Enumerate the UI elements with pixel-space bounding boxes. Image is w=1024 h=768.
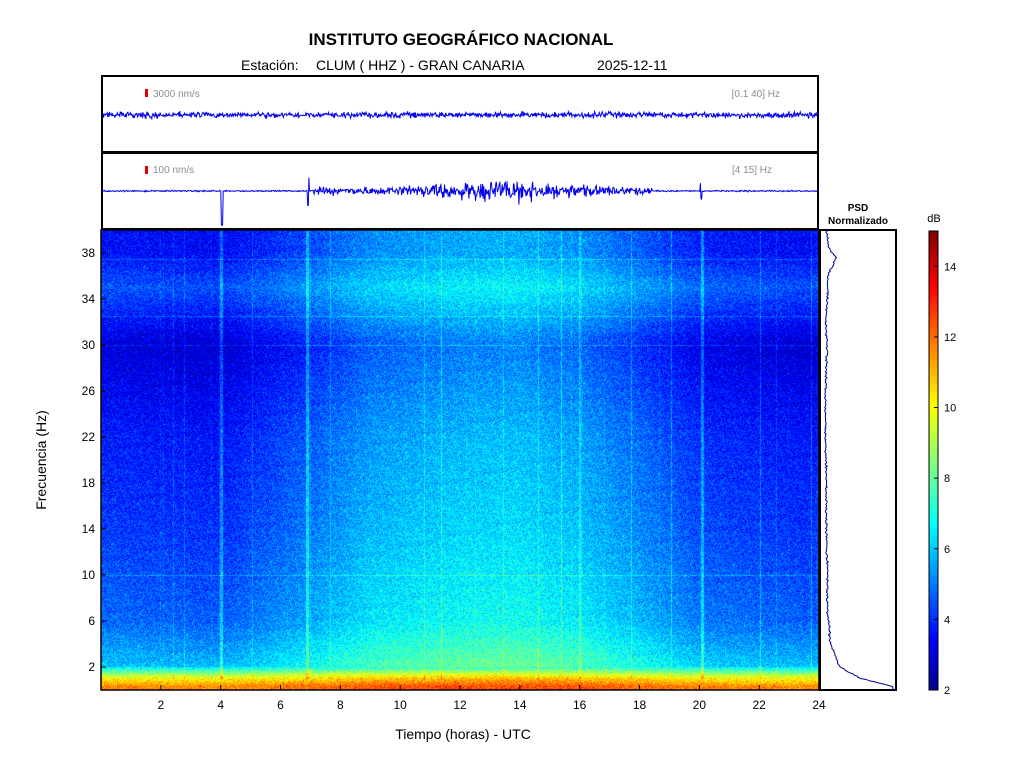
chart-title: INSTITUTO GEOGRÁFICO NACIONAL [309,30,614,49]
colorbar-tick-label: 12 [944,332,956,344]
spectrogram-heatmap [101,230,819,690]
y-tick-label: 26 [82,384,96,398]
x-tick-label: 14 [513,698,527,712]
spectrogram: 2 4 6 8 10 12 14 16 18 20 22 24 261014182226303438 … [33,229,826,742]
trace-scale-label: 100 nm/s [153,165,194,176]
station-label: Estación: [241,57,299,73]
x-tick-label: 2 [157,698,164,712]
colorbar-gradient [928,230,939,691]
trace-panel-filtered: 100 nm/s [4 15] Hz [101,152,819,230]
psd-frame [819,229,897,691]
x-tick-label: 16 [573,698,587,712]
colorbar-tick-label: 10 [944,403,956,415]
colorbar-label: dB [927,213,940,225]
colorbar-tick-label: 8 [944,473,950,485]
x-tick-label: 24 [812,698,826,712]
y-tick-label: 38 [82,246,96,260]
colorbar-tick-label: 6 [944,544,950,556]
spectrogram-canvas-holder [101,230,819,690]
station-name: CLUM ( HHZ ) - GRAN CANARIA [316,57,525,73]
psd-curve [823,229,895,691]
waveform-trace-filtered [102,177,818,227]
trace-scale-label: 3000 nm/s [153,89,200,100]
colorbar-tick-label: 2 [944,685,950,697]
psd-subtitle: Normalizado [828,216,888,227]
y-axis-label: Frecuencia (Hz) [33,410,49,510]
x-tick-label: 8 [337,698,344,712]
y-tick-label: 14 [82,522,96,536]
y-tick-label: 2 [88,660,95,674]
x-tick-label: 10 [393,698,407,712]
date-label: 2025-12-11 [597,57,668,73]
trace-band-label: [0.1 40] Hz [732,89,780,100]
waveform-trace-broadband [102,109,818,121]
y-tick-label: 18 [82,476,96,490]
trace-band-label: [4 15] Hz [732,165,772,176]
y-tick-label: 30 [82,338,96,352]
psd-title: PSD [848,203,869,214]
y-tick-label: 34 [82,292,96,306]
y-tick-label: 10 [82,568,96,582]
x-axis-label: Tiempo (horas) - UTC [395,726,531,742]
colorbar-tick-label: 14 [944,261,956,273]
scale-marker [145,89,148,97]
x-axis: 2 4 6 8 10 12 14 16 18 20 22 24 [157,685,826,712]
x-tick-label: 22 [752,698,766,712]
psd-panel: PSD Normalizado [819,203,897,691]
colorbar-ticks: 2 4 6 8 10 12 14 [934,261,956,697]
y-tick-label: 22 [82,430,96,444]
scale-marker [145,166,148,174]
colorbar: dB 2 4 6 8 10 12 14 [927,213,956,697]
x-tick-label: 18 [633,698,647,712]
x-tick-label: 6 [277,698,284,712]
trace-panel-broadband: 3000 nm/s [0.1 40] Hz [101,75,819,153]
x-tick-label: 20 [693,698,707,712]
x-tick-label: 12 [453,698,467,712]
x-tick-label: 4 [217,698,224,712]
colorbar-tick-label: 4 [944,614,950,626]
y-tick-label: 6 [88,614,95,628]
